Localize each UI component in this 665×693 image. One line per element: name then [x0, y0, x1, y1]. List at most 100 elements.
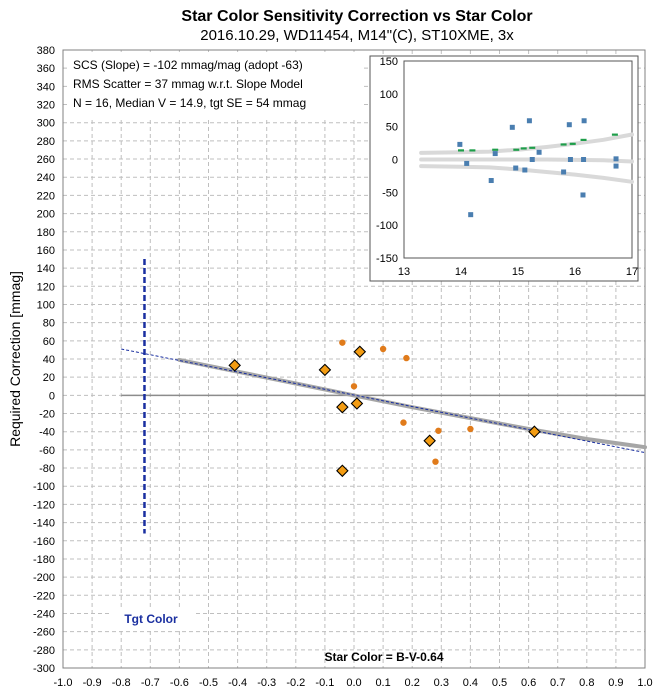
- x-tick-label: -0.6: [170, 677, 189, 689]
- inset-model-dash: [529, 146, 536, 149]
- inset-y-tick-label: -150: [376, 253, 398, 265]
- inset-data-point: [613, 156, 619, 162]
- y-tick-label: 40: [43, 354, 55, 366]
- y-tick-label: 100: [37, 299, 55, 311]
- x-tick-label: -0.2: [286, 677, 305, 689]
- y-tick-label: -60: [39, 445, 55, 457]
- inset-y-tick-label: 100: [380, 89, 398, 101]
- inset-band-curve: [419, 164, 634, 184]
- data-point-diamond: [528, 425, 541, 438]
- inset-model-dash: [560, 143, 567, 146]
- x-tick-label: 0.9: [608, 677, 623, 689]
- inset-data-point: [529, 157, 535, 162]
- data-point-diamond: [228, 359, 241, 372]
- y-tick-label: -240: [33, 608, 55, 620]
- x-tick-label: -0.7: [141, 677, 160, 689]
- inset-data-point: [613, 163, 619, 169]
- main-y-tick-labels: -300-280-260-240-220-200-180-160-140-120…: [33, 45, 55, 675]
- inset-data-point: [581, 157, 587, 162]
- data-point-circle: [403, 354, 410, 362]
- x-tick-label: 0.8: [579, 677, 594, 689]
- y-tick-label: 60: [43, 336, 55, 348]
- x-tick-label: -0.3: [257, 677, 276, 689]
- x-tick-label: -0.8: [112, 677, 131, 689]
- inset-data-point: [457, 141, 463, 147]
- x-tick-label: 0.7: [550, 677, 565, 689]
- y-axis-label: Required Correction [mmag]: [7, 271, 23, 447]
- data-point-circle: [379, 345, 387, 353]
- inset-model-dash: [580, 138, 587, 141]
- x-tick-label: -0.1: [315, 677, 334, 689]
- x-tick-label: 0.3: [434, 677, 449, 689]
- x-tick-label: 0.1: [375, 677, 390, 689]
- data-point-diamond: [336, 464, 349, 478]
- y-tick-label: 80: [43, 318, 55, 330]
- inset-model-dash: [469, 149, 476, 152]
- inset-data-point: [581, 118, 587, 124]
- inset-x-tick-label: 17: [626, 266, 638, 278]
- y-tick-label: 240: [37, 172, 55, 184]
- chart-title: Star Color Sensitivity Correction vs Sta…: [181, 8, 532, 25]
- inset-y-tick-label: -50: [382, 187, 398, 199]
- inset-y-tick-label: -100: [376, 220, 398, 232]
- inset-data-point: [536, 149, 542, 155]
- chart-subtitle: 2016.10.29, WD11454, M14"(C), ST10XME, 3…: [200, 27, 514, 44]
- inset-model-dash: [513, 148, 520, 151]
- slope-line: [121, 348, 646, 454]
- data-point-circle: [400, 419, 407, 426]
- y-tick-label: 360: [37, 63, 55, 75]
- x-tick-label: 0.5: [492, 677, 507, 689]
- y-tick-label: -120: [33, 499, 55, 511]
- inset-y-tick-label: 50: [386, 122, 398, 134]
- y-tick-label: 260: [37, 154, 55, 166]
- y-tick-label: 120: [37, 281, 55, 293]
- y-tick-label: -40: [39, 427, 55, 439]
- y-tick-label: 180: [37, 227, 55, 239]
- data-point-circle: [339, 339, 346, 346]
- x-tick-label: 0.6: [521, 677, 536, 689]
- inset-model-dash: [569, 142, 576, 145]
- inset-data-point: [580, 192, 586, 198]
- inset-data-point: [468, 212, 474, 218]
- main-plot-frame: [62, 49, 646, 669]
- inset-x-tick-labels: 13 14 15 16 17: [398, 266, 638, 278]
- y-tick-label: -160: [33, 536, 55, 548]
- data-point-diamond: [423, 434, 436, 448]
- main-lines: [121, 259, 647, 534]
- main-points: [228, 339, 541, 478]
- stats-slope: SCS (Slope) = -102 mmag/mag (adopt -63): [73, 58, 303, 72]
- inset-data-point: [488, 178, 494, 184]
- inset-model-dash: [458, 149, 464, 152]
- y-tick-label: -80: [39, 463, 55, 475]
- y-tick-label: -220: [33, 590, 55, 602]
- x-tick-label: 0.4: [463, 677, 478, 689]
- inset-model-dash: [611, 133, 618, 136]
- inset-data-point: [566, 122, 572, 128]
- inset-x-tick-label: 14: [455, 266, 467, 278]
- y-tick-label: 300: [37, 118, 55, 130]
- inset-data-point: [567, 157, 573, 162]
- inset-data-point: [513, 165, 519, 171]
- inset-chart: -150 -100 -50 0 50 100 150 13 14 15 16 17: [369, 55, 639, 282]
- y-tick-label: 0: [49, 390, 55, 402]
- y-tick-label: 380: [37, 45, 55, 57]
- x-tick-label: -0.5: [199, 677, 218, 689]
- inset-data-point: [509, 124, 515, 130]
- y-tick-label: -20: [39, 409, 55, 421]
- data-point-diamond: [336, 400, 349, 414]
- inset-points: [457, 118, 619, 218]
- y-tick-label: 220: [37, 190, 55, 202]
- inset-x-tick-label: 13: [398, 266, 410, 278]
- data-point-diamond: [353, 345, 367, 359]
- data-point-circle: [467, 425, 474, 433]
- target-label: Tgt Color: [124, 612, 178, 626]
- data-point-diamond: [318, 363, 332, 377]
- y-tick-label: 340: [37, 81, 55, 93]
- inset-model-dash: [520, 147, 527, 150]
- inset-data-point: [526, 118, 532, 124]
- y-tick-label: -140: [33, 518, 55, 530]
- fit-curve: [177, 357, 647, 450]
- inset-x-tick-label: 16: [569, 266, 581, 278]
- main-x-tick-labels: -1.0 -0.9 -0.8 -0.7 -0.6 -0.5 -0.4 -0.3 -0.2 -0.1…: [54, 677, 653, 689]
